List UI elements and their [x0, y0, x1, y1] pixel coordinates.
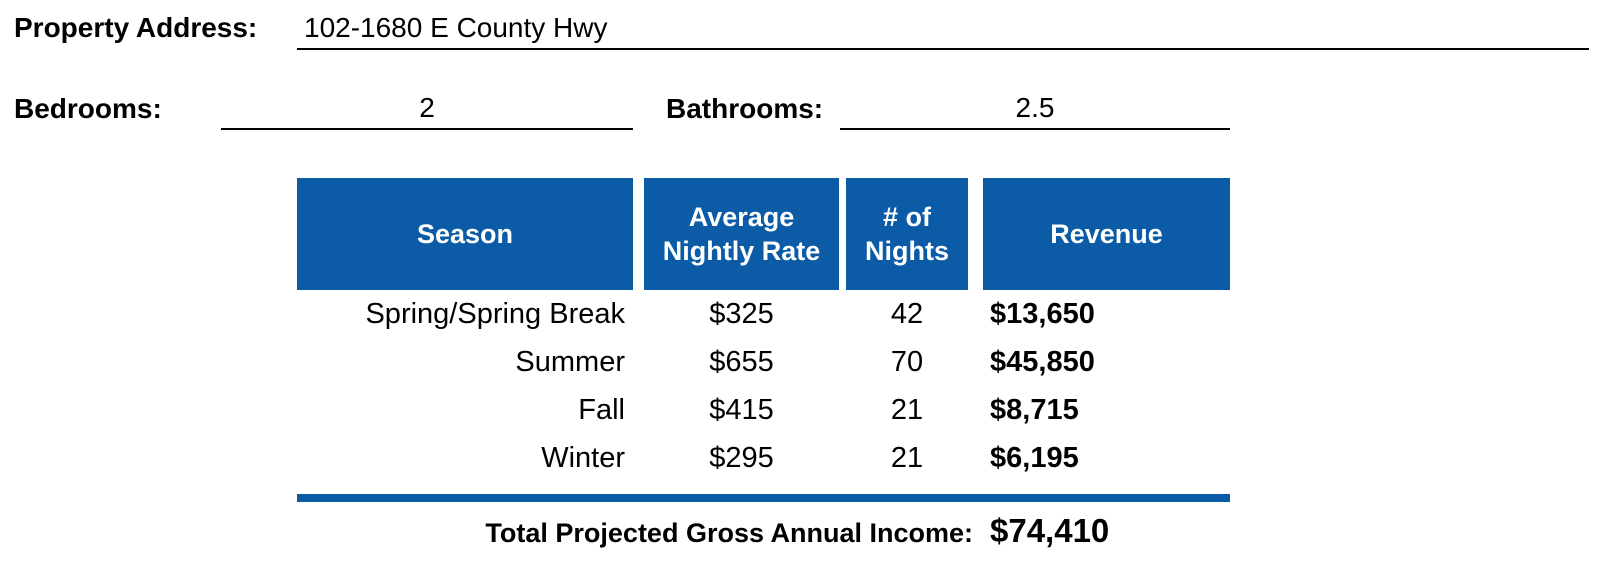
header-revenue: Revenue	[983, 178, 1230, 290]
header-nights-text: # of Nights	[865, 200, 949, 268]
total-label: Total Projected Gross Annual Income:	[485, 518, 973, 548]
header-rate-line1: Average	[688, 202, 795, 232]
row-4-season: Winter	[541, 442, 625, 474]
property-address-underline	[297, 48, 1589, 50]
row-2-nights: 70	[890, 346, 924, 378]
row-4-revenue: $6,195	[990, 442, 1079, 474]
header-season-text: Season	[416, 219, 514, 249]
header-season: Season	[297, 178, 633, 290]
total-value: $74,410	[990, 512, 1110, 549]
header-average-nightly-rate: Average Nightly Rate	[644, 178, 839, 290]
bedrooms-underline	[221, 128, 633, 130]
bedrooms-label: Bedrooms:	[14, 93, 162, 124]
row-4-nights: 21	[890, 442, 924, 474]
property-address-label: Property Address:	[14, 12, 258, 43]
header-revenue-text: Revenue	[1050, 219, 1163, 249]
header-number-of-nights: # of Nights	[846, 178, 968, 290]
row-2-season: Summer	[515, 346, 625, 378]
bathrooms-label: Bathrooms:	[666, 93, 824, 124]
total-separator-rule	[297, 494, 1230, 502]
header-nights-line1: # of	[882, 202, 931, 232]
row-1-season: Spring/Spring Break	[365, 298, 625, 330]
header-rate-text: Average Nightly Rate	[663, 200, 821, 268]
row-3-revenue: $8,715	[990, 394, 1079, 426]
bedrooms-value: 2	[419, 92, 435, 123]
header-rate-line2: Nightly Rate	[662, 236, 821, 266]
row-3-rate: $415	[709, 394, 774, 426]
row-1-nights: 42	[890, 298, 924, 330]
row-1-rate: $325	[709, 298, 774, 330]
header-nights-line2: Nights	[865, 236, 949, 266]
row-3-nights: 21	[890, 394, 924, 426]
row-2-revenue: $45,850	[990, 346, 1095, 378]
bathrooms-underline	[840, 128, 1230, 130]
bathrooms-value: 2.5	[1015, 92, 1055, 123]
row-1-revenue: $13,650	[990, 298, 1095, 330]
row-3-season: Fall	[578, 394, 625, 426]
property-address-value: 102-1680 E County Hwy	[304, 12, 608, 43]
row-2-rate: $655	[709, 346, 774, 378]
row-4-rate: $295	[709, 442, 774, 474]
